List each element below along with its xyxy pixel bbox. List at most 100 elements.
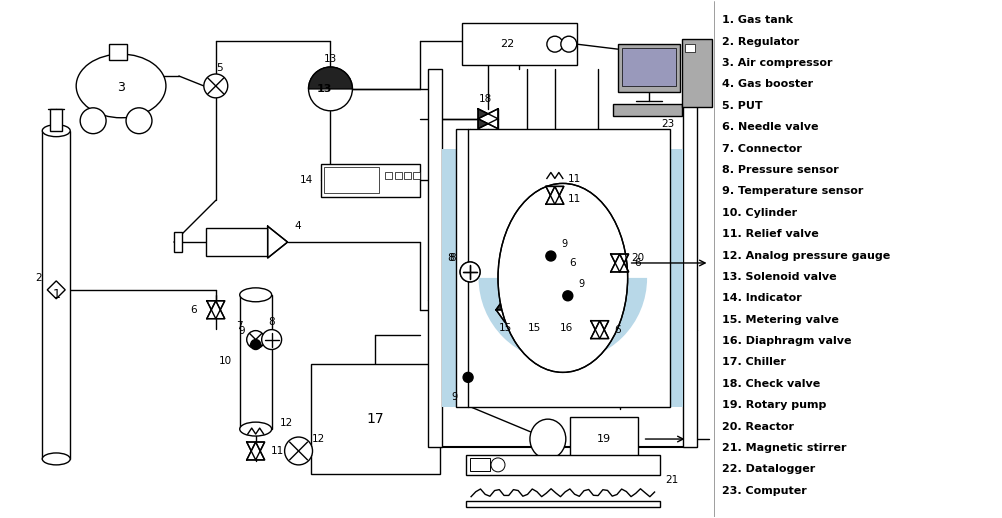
Bar bbox=[466, 455, 659, 475]
Polygon shape bbox=[545, 254, 563, 272]
Text: 11: 11 bbox=[567, 194, 581, 204]
Text: 5. PUT: 5. PUT bbox=[721, 101, 763, 111]
Text: 9: 9 bbox=[578, 279, 584, 289]
Text: 18. Check valve: 18. Check valve bbox=[721, 379, 820, 389]
Text: 15. Metering valve: 15. Metering valve bbox=[721, 315, 839, 325]
Ellipse shape bbox=[498, 183, 627, 372]
Text: 8. Pressure sensor: 8. Pressure sensor bbox=[721, 165, 839, 175]
Text: 9: 9 bbox=[238, 326, 244, 336]
Polygon shape bbox=[47, 281, 65, 299]
Bar bbox=[42, 131, 70, 459]
Bar bbox=[456, 128, 669, 407]
Text: 6: 6 bbox=[614, 325, 620, 335]
Circle shape bbox=[80, 108, 106, 134]
Ellipse shape bbox=[239, 422, 272, 436]
Polygon shape bbox=[206, 301, 224, 319]
Circle shape bbox=[491, 458, 504, 472]
Bar bbox=[612, 104, 681, 116]
Polygon shape bbox=[557, 297, 575, 310]
Text: 11: 11 bbox=[567, 175, 581, 184]
Text: 15: 15 bbox=[498, 323, 511, 333]
Bar bbox=[617, 44, 678, 92]
Text: 23: 23 bbox=[660, 119, 673, 129]
Text: 14. Indicator: 14. Indicator bbox=[721, 293, 802, 304]
Bar bbox=[385, 172, 392, 179]
Circle shape bbox=[460, 262, 480, 282]
Text: 22: 22 bbox=[499, 39, 514, 49]
Circle shape bbox=[262, 329, 282, 350]
Text: 3. Air compressor: 3. Air compressor bbox=[721, 58, 832, 68]
Bar bbox=[442, 149, 456, 407]
Wedge shape bbox=[309, 67, 352, 89]
Text: 13. Solenoid valve: 13. Solenoid valve bbox=[721, 272, 837, 282]
Polygon shape bbox=[610, 254, 628, 272]
Text: 15: 15 bbox=[528, 323, 541, 333]
Polygon shape bbox=[246, 442, 265, 460]
Wedge shape bbox=[478, 278, 646, 362]
Text: 5: 5 bbox=[216, 63, 222, 73]
Ellipse shape bbox=[529, 419, 565, 459]
Bar bbox=[462, 23, 576, 65]
Text: 11: 11 bbox=[271, 446, 284, 456]
Bar bbox=[684, 44, 694, 52]
Polygon shape bbox=[545, 206, 563, 224]
Text: 7. Connector: 7. Connector bbox=[721, 143, 802, 154]
Polygon shape bbox=[525, 310, 543, 322]
Text: 21: 21 bbox=[664, 475, 677, 485]
Text: 1: 1 bbox=[52, 289, 60, 301]
Circle shape bbox=[309, 67, 352, 111]
Text: 22. Datalogger: 22. Datalogger bbox=[721, 465, 815, 474]
Circle shape bbox=[546, 36, 562, 52]
Text: 10: 10 bbox=[219, 356, 232, 366]
Text: 8: 8 bbox=[269, 316, 275, 327]
Bar bbox=[470, 458, 490, 471]
Bar bbox=[669, 149, 682, 407]
Polygon shape bbox=[545, 186, 563, 204]
Polygon shape bbox=[206, 301, 224, 319]
Polygon shape bbox=[268, 226, 288, 258]
Text: 21. Magnetic stirrer: 21. Magnetic stirrer bbox=[721, 443, 846, 453]
Text: 7: 7 bbox=[236, 321, 242, 330]
Text: 19. Rotary pump: 19. Rotary pump bbox=[721, 400, 826, 410]
Text: 17. Chiller: 17. Chiller bbox=[721, 357, 786, 367]
Ellipse shape bbox=[42, 125, 70, 137]
Text: 23. Computer: 23. Computer bbox=[721, 486, 807, 496]
Polygon shape bbox=[478, 109, 498, 128]
Text: 6: 6 bbox=[190, 305, 197, 315]
Text: 16. Diaphragm valve: 16. Diaphragm valve bbox=[721, 336, 851, 346]
Text: 12: 12 bbox=[280, 418, 293, 428]
Polygon shape bbox=[525, 297, 543, 310]
Polygon shape bbox=[610, 254, 628, 272]
Bar bbox=[395, 172, 402, 179]
Text: 14: 14 bbox=[300, 176, 313, 185]
Polygon shape bbox=[545, 186, 563, 204]
Bar bbox=[205, 228, 268, 256]
Polygon shape bbox=[478, 109, 498, 128]
Bar bbox=[321, 164, 420, 197]
Text: 11. Relief valve: 11. Relief valve bbox=[721, 229, 819, 239]
Text: 12. Analog pressure gauge: 12. Analog pressure gauge bbox=[721, 251, 890, 261]
Text: 8: 8 bbox=[448, 253, 455, 263]
Polygon shape bbox=[545, 206, 563, 224]
Polygon shape bbox=[590, 321, 608, 339]
Circle shape bbox=[126, 108, 152, 134]
Bar bbox=[311, 365, 440, 474]
Ellipse shape bbox=[42, 453, 70, 465]
Text: 9. Temperature sensor: 9. Temperature sensor bbox=[721, 186, 863, 196]
Circle shape bbox=[463, 372, 473, 382]
Bar bbox=[325, 167, 379, 193]
Bar bbox=[621, 48, 674, 86]
Text: 17: 17 bbox=[366, 412, 384, 426]
Text: 2: 2 bbox=[35, 273, 41, 283]
Text: 16: 16 bbox=[560, 323, 573, 333]
Bar bbox=[428, 69, 442, 447]
Polygon shape bbox=[557, 310, 575, 322]
Text: 9: 9 bbox=[561, 239, 567, 249]
Text: 10. Cylinder: 10. Cylinder bbox=[721, 208, 797, 218]
Polygon shape bbox=[545, 254, 563, 272]
Text: 1. Gas tank: 1. Gas tank bbox=[721, 16, 793, 25]
Text: 2. Regulator: 2. Regulator bbox=[721, 37, 799, 47]
Bar bbox=[413, 172, 420, 179]
Text: 6: 6 bbox=[633, 258, 640, 268]
Bar bbox=[682, 69, 696, 447]
